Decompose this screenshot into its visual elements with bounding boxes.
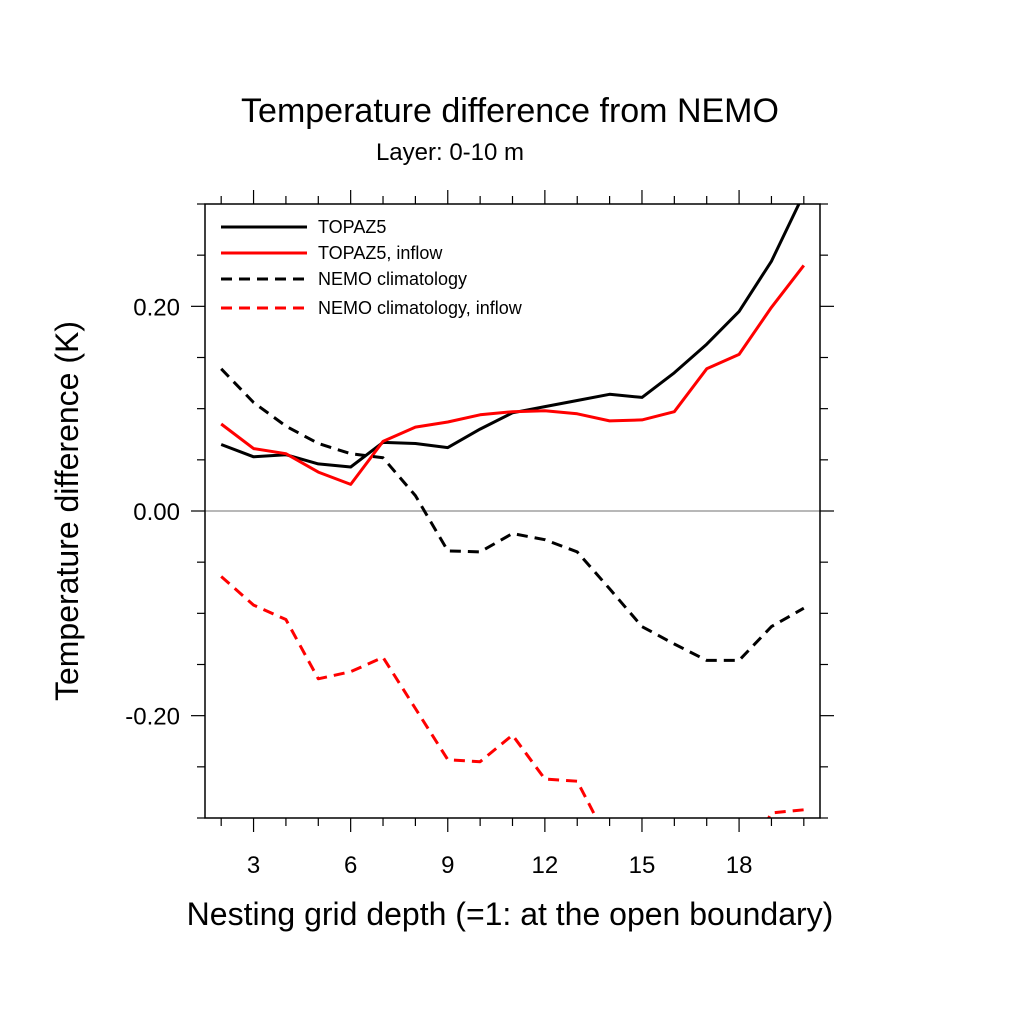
y-tick-label: -0.20 (125, 704, 180, 731)
chart-title: Temperature difference from NEMO (241, 92, 779, 130)
x-tick-label: 6 (344, 852, 357, 879)
chart-subtitle: Layer: 0-10 m (376, 139, 524, 166)
y-tick-labels: -0.20 0.00 0.20 (125, 294, 180, 730)
y-tick-label: 0.20 (133, 294, 180, 321)
series-line-4 (220, 575, 804, 818)
axis-ticks (191, 190, 834, 832)
legend: TOPAZ5 TOPAZ5, inflow NEMO climatology NEMO… (221, 217, 523, 318)
y-tick-label: 0.00 (133, 499, 180, 526)
legend-label: NEMO climatology, inflow (318, 298, 523, 318)
x-tick-label: 12 (532, 852, 559, 879)
x-tick-labels: 3 6 9 12 15 18 (247, 852, 753, 879)
series-line-3 (220, 367, 805, 662)
plot-frame (204, 203, 821, 819)
x-tick-label: 18 (726, 852, 753, 879)
series-line-2 (220, 264, 805, 486)
x-tick-label: 9 (441, 852, 454, 879)
series-line-1 (220, 204, 801, 469)
x-axis-label: Nesting grid depth (=1: at the open boun… (187, 896, 834, 932)
y-axis-label: Temperature difference (K) (49, 321, 85, 701)
series-lines (220, 204, 805, 818)
x-tick-label: 3 (247, 852, 260, 879)
legend-label: NEMO climatology (318, 269, 467, 289)
legend-label: TOPAZ5 (318, 217, 386, 237)
x-tick-label: 15 (629, 852, 656, 879)
legend-label: TOPAZ5, inflow (318, 243, 443, 263)
